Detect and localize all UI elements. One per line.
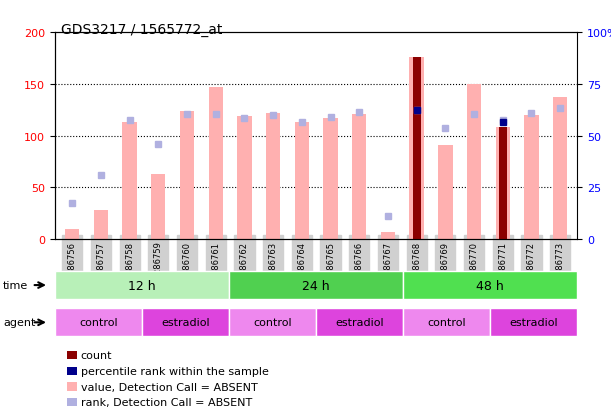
Bar [122,123,137,240]
Bar [295,123,309,240]
Bar [438,146,453,240]
Text: 24 h: 24 h [302,279,330,292]
Bar [180,112,194,240]
Text: time: time [3,280,28,290]
Bar [381,232,395,240]
Bar [323,119,338,240]
Bar [499,128,507,240]
Text: agent: agent [3,318,35,328]
Text: estradiol: estradiol [161,318,210,328]
Text: control: control [428,318,466,328]
Text: estradiol: estradiol [335,318,384,328]
Bar [412,58,420,240]
Text: GDS3217 / 1565772_at: GDS3217 / 1565772_at [61,23,222,37]
Bar [65,229,79,240]
Text: percentile rank within the sample: percentile rank within the sample [81,366,268,376]
Bar [553,98,568,240]
Bar [208,88,223,240]
Text: rank, Detection Call = ABSENT: rank, Detection Call = ABSENT [81,397,252,407]
Bar [524,116,539,240]
Bar [409,58,424,240]
Text: 48 h: 48 h [477,279,504,292]
Bar [496,128,510,240]
Bar [266,114,280,240]
Text: control: control [79,318,118,328]
Bar [237,116,252,240]
Text: count: count [81,350,112,360]
Text: estradiol: estradiol [510,318,558,328]
Bar [151,174,166,240]
Text: value, Detection Call = ABSENT: value, Detection Call = ABSENT [81,382,257,392]
Bar [467,85,481,240]
Text: 12 h: 12 h [128,279,156,292]
Bar [352,114,367,240]
Bar [93,211,108,240]
Text: control: control [254,318,292,328]
